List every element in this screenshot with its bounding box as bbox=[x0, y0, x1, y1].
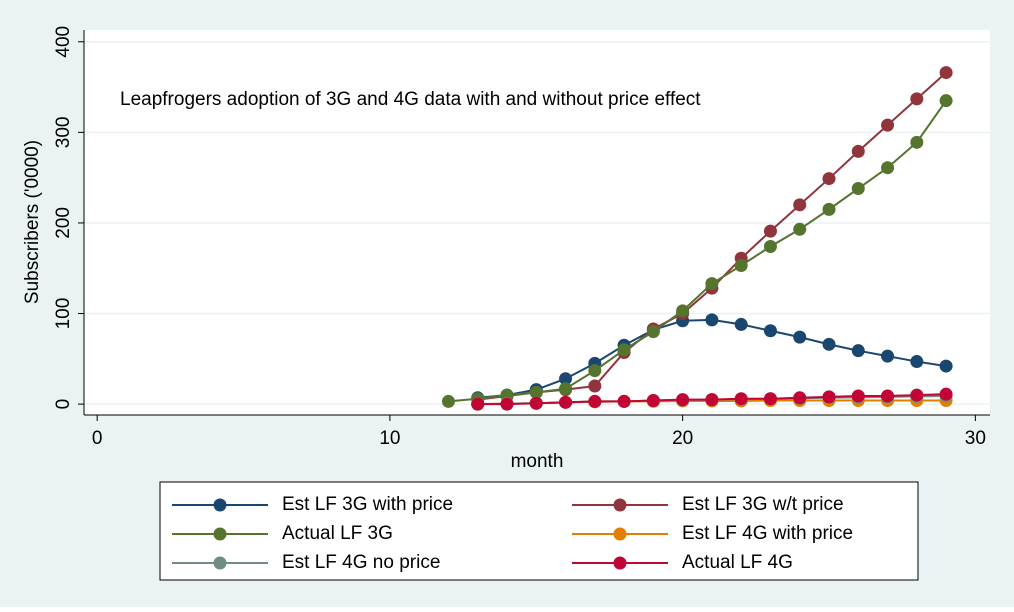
point bbox=[529, 385, 543, 399]
x-tick-label: 10 bbox=[379, 428, 400, 449]
point bbox=[881, 389, 895, 403]
point bbox=[793, 391, 807, 405]
point bbox=[939, 387, 953, 401]
point bbox=[939, 94, 953, 108]
point bbox=[588, 364, 602, 378]
point bbox=[793, 222, 807, 236]
point bbox=[559, 372, 573, 386]
point bbox=[822, 390, 836, 404]
legend-label: Actual LF 4G bbox=[682, 552, 793, 573]
point bbox=[851, 144, 865, 158]
y-tick-label: 200 bbox=[53, 207, 74, 239]
point bbox=[763, 224, 777, 238]
point bbox=[676, 304, 690, 318]
point bbox=[910, 388, 924, 402]
point bbox=[529, 396, 543, 410]
chart-title: Leapfrogers adoption of 3G and 4G data w… bbox=[120, 89, 701, 110]
point bbox=[441, 394, 455, 408]
point bbox=[881, 349, 895, 363]
point bbox=[500, 397, 514, 411]
point bbox=[559, 382, 573, 396]
point bbox=[705, 313, 719, 327]
point bbox=[676, 393, 690, 407]
point bbox=[910, 135, 924, 149]
point bbox=[793, 198, 807, 212]
point bbox=[559, 395, 573, 409]
point bbox=[617, 394, 631, 408]
legend-marker bbox=[613, 527, 627, 541]
y-tick-label: 0 bbox=[53, 399, 74, 410]
legend-marker bbox=[613, 556, 627, 570]
legend-marker bbox=[213, 556, 227, 570]
point bbox=[588, 394, 602, 408]
point bbox=[617, 343, 631, 357]
point bbox=[822, 172, 836, 186]
legend-marker bbox=[613, 498, 627, 512]
point bbox=[910, 92, 924, 106]
legend-label: Est LF 4G with price bbox=[682, 523, 853, 544]
point bbox=[734, 317, 748, 331]
point bbox=[881, 118, 895, 132]
y-axis-label: Subscribers ('0000) bbox=[22, 140, 43, 304]
legend-label: Est LF 3G with price bbox=[282, 494, 453, 515]
point bbox=[910, 355, 924, 369]
y-tick-label: 100 bbox=[53, 298, 74, 330]
point bbox=[939, 66, 953, 80]
point bbox=[851, 344, 865, 358]
point bbox=[646, 325, 660, 339]
lines bbox=[441, 66, 953, 411]
x-axis-label: month bbox=[511, 451, 564, 472]
point bbox=[763, 324, 777, 338]
point bbox=[851, 389, 865, 403]
y-tick-label: 300 bbox=[53, 117, 74, 149]
point bbox=[734, 392, 748, 406]
legend-marker bbox=[213, 498, 227, 512]
x-tick-label: 0 bbox=[92, 428, 103, 449]
point bbox=[851, 182, 865, 196]
point bbox=[734, 259, 748, 273]
legend-label: Actual LF 3G bbox=[282, 523, 393, 544]
x-tick-label: 30 bbox=[965, 428, 986, 449]
point bbox=[705, 393, 719, 407]
x-tick-label: 20 bbox=[672, 428, 693, 449]
y-tick-label: 400 bbox=[53, 26, 74, 58]
point bbox=[588, 379, 602, 393]
point bbox=[881, 161, 895, 175]
point bbox=[822, 337, 836, 351]
legend-label: Est LF 4G no price bbox=[282, 552, 440, 573]
legend-label: Est LF 3G w/t price bbox=[682, 494, 844, 515]
point bbox=[471, 397, 485, 411]
grid bbox=[84, 41, 990, 405]
point bbox=[763, 392, 777, 406]
point bbox=[763, 240, 777, 254]
point bbox=[822, 202, 836, 216]
point bbox=[939, 359, 953, 373]
point bbox=[793, 330, 807, 344]
point bbox=[705, 277, 719, 291]
legend-box bbox=[159, 481, 919, 581]
legend-marker bbox=[213, 527, 227, 541]
point bbox=[646, 394, 660, 408]
